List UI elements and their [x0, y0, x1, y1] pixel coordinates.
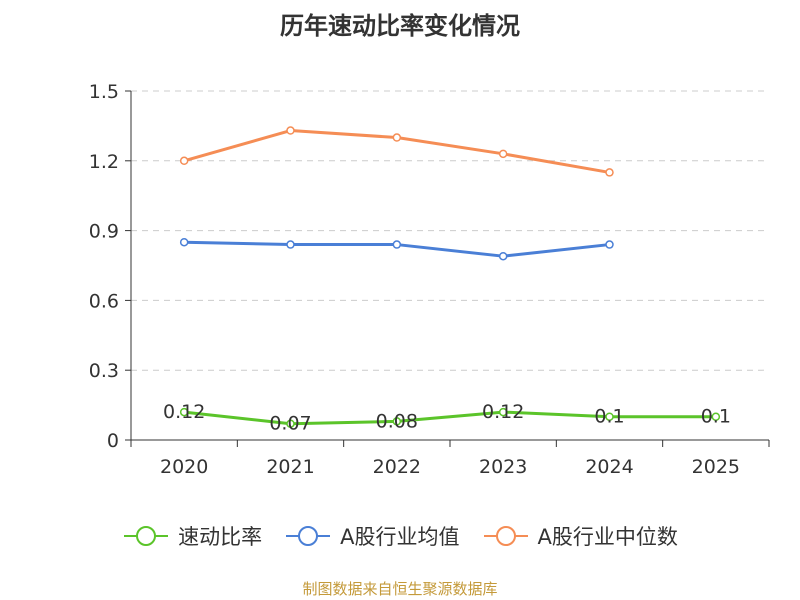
y-tick-label: 0.9: [89, 221, 119, 243]
y-tick-label: 1.5: [89, 81, 119, 103]
data-label: 0.12: [482, 401, 524, 423]
x-tick-label: 2022: [373, 456, 421, 478]
data-label: 0.1: [701, 406, 731, 428]
y-tick-label: 0.6: [89, 290, 119, 312]
x-tick-label: 2025: [692, 456, 740, 478]
data-label: 0.08: [376, 410, 418, 432]
legend-label-industry-median: A股行业中位数: [537, 525, 678, 549]
y-tick-label: 1.2: [89, 151, 119, 173]
x-tick-label: 2023: [479, 456, 527, 478]
axes: 0 0.3 0.6 0.9 1.2 1.5 2020 2021 2022 2023 2024 2025: [89, 81, 770, 478]
data-point: [179, 156, 189, 166]
data-point: [286, 240, 295, 249]
x-tick-label: 2021: [266, 456, 314, 478]
data-point: [179, 237, 189, 247]
data-point: [605, 412, 614, 421]
legend-label-quick-ratio: 速动比率: [178, 525, 263, 549]
data-label: 0.1: [594, 406, 624, 428]
legend-item-industry-median[interactable]: A股行业中位数: [482, 521, 678, 551]
x-tick-label: 2020: [160, 456, 208, 478]
x-tick-label: 2024: [585, 456, 633, 478]
source-note: 制图数据来自恒生聚源数据库: [302, 580, 498, 598]
data-point: [498, 407, 508, 417]
series-layer: [179, 126, 721, 428]
data-point: [605, 168, 614, 177]
data-labels: 0.12 0.07 0.08 0.12 0.1 0.1: [163, 401, 731, 435]
data-point: [498, 251, 508, 261]
y-tick-label: 0: [107, 430, 119, 452]
y-tick-label: 0.3: [89, 360, 119, 382]
legend-label-industry-mean: A股行业均值: [340, 525, 460, 549]
data-point: [286, 126, 295, 135]
data-label: 0.12: [163, 401, 205, 423]
data-point: [711, 412, 721, 421]
legend-marker-quick-ratio: [124, 526, 169, 546]
data-point: [392, 240, 402, 249]
data-label: 0.07: [269, 413, 311, 435]
legend[interactable]: 速动比率 A股行业均值 A股行业中位数: [0, 521, 800, 551]
legend-marker-industry-median: [483, 526, 528, 546]
data-point: [392, 417, 402, 426]
legend-item-industry-mean[interactable]: A股行业均值: [284, 521, 460, 551]
chart-title: 历年速动比率变化情况: [280, 12, 520, 40]
grid-lines: [131, 90, 769, 371]
legend-marker-industry-mean: [286, 526, 331, 546]
legend-item-quick-ratio[interactable]: 速动比率: [122, 521, 262, 551]
data-point: [605, 240, 614, 249]
data-point: [498, 149, 508, 159]
series-line: [184, 410, 716, 426]
data-point: [286, 419, 295, 428]
data-point: [392, 133, 402, 142]
data-point: [179, 407, 189, 417]
